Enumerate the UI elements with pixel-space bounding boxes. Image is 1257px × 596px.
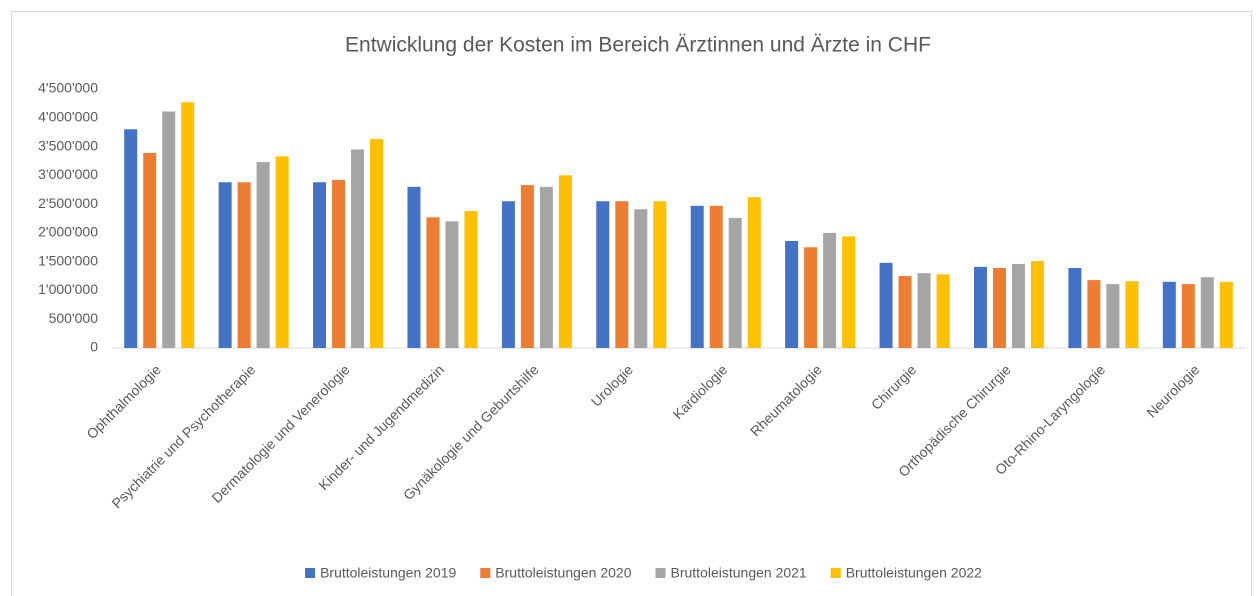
- bar: [237, 182, 251, 348]
- bar: [1125, 281, 1139, 348]
- legend-swatch: [480, 568, 491, 578]
- y-tick-label: 1'000'000: [38, 281, 98, 297]
- y-tick-label: 4'500'000: [38, 80, 98, 96]
- bar: [445, 221, 459, 348]
- chart-frame: [11, 11, 1252, 596]
- legend-swatch: [655, 568, 666, 578]
- bar: [162, 111, 176, 349]
- legend: Bruttoleistungen 2019 Bruttoleistungen 20…: [305, 565, 982, 581]
- y-tick-label: 1'500'000: [38, 252, 98, 268]
- bar: [1106, 284, 1120, 348]
- bar: [1030, 261, 1044, 348]
- bar: [124, 129, 138, 348]
- bar: [898, 276, 912, 348]
- bar: [653, 201, 667, 348]
- legend-label: Bruttoleistungen 2021: [671, 565, 807, 581]
- bar: [1200, 277, 1214, 348]
- legend-label: Bruttoleistungen 2020: [495, 565, 631, 581]
- bar: [615, 201, 629, 348]
- bar: [634, 209, 648, 348]
- bar: [351, 149, 365, 348]
- bar: [407, 186, 421, 348]
- y-tick-label: 2'500'000: [38, 195, 98, 211]
- bar: [709, 205, 723, 348]
- bar: [539, 186, 553, 348]
- legend-label: Bruttoleistungen 2022: [846, 565, 982, 581]
- bar: [143, 152, 157, 348]
- bar: [426, 217, 440, 348]
- legend-label: Bruttoleistungen 2019: [320, 565, 456, 581]
- chart-title: Entwicklung der Kosten im Bereich Ärztin…: [345, 34, 931, 57]
- y-tick-label: 3'500'000: [38, 137, 98, 153]
- bar: [218, 182, 232, 348]
- bar: [992, 267, 1006, 348]
- bar: [1087, 280, 1101, 348]
- bar: [181, 102, 195, 348]
- bar: [1162, 281, 1176, 348]
- bar: [275, 156, 289, 348]
- bar: [370, 139, 384, 348]
- y-tick-label: 0: [90, 339, 98, 355]
- bar: [501, 201, 515, 348]
- bar: [785, 240, 799, 348]
- bar: [520, 185, 534, 348]
- bar: [936, 274, 950, 348]
- legend-swatch: [830, 568, 841, 578]
- bar: [313, 182, 327, 348]
- bar: [917, 273, 931, 348]
- y-tick-label: 500'000: [49, 310, 99, 326]
- bar: [1181, 284, 1195, 348]
- bar: [690, 205, 704, 348]
- bar: [558, 175, 572, 348]
- bar: [973, 266, 987, 348]
- y-tick-label: 4'000'000: [38, 108, 98, 124]
- bar: [1068, 267, 1082, 348]
- y-tick-label: 3'000'000: [38, 166, 98, 182]
- bar: [879, 262, 893, 348]
- bar: [1011, 263, 1025, 348]
- bar: [823, 232, 837, 348]
- bar: [256, 162, 270, 348]
- bar: [747, 197, 761, 348]
- bar: [464, 211, 478, 348]
- bar: [842, 236, 856, 348]
- bar: [596, 201, 610, 348]
- bar: [1219, 281, 1233, 348]
- legend-swatch: [305, 568, 316, 578]
- bar: [804, 247, 818, 348]
- y-tick-label: 2'000'000: [38, 224, 98, 240]
- bar: [728, 217, 742, 348]
- bar: [332, 179, 346, 348]
